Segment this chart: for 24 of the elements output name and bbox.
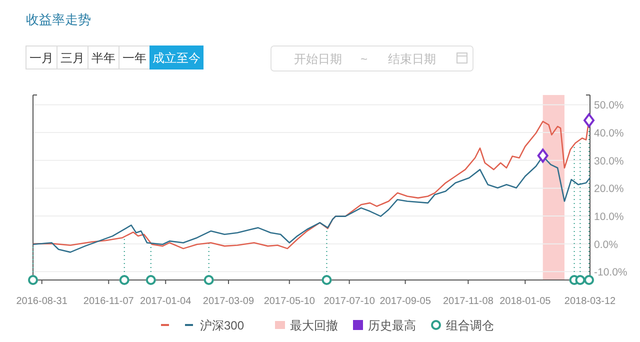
range-buttons: 一月 三月 半年 一年 成立至今	[26, 46, 204, 70]
x-tick-label: 2017-09-05	[380, 296, 432, 307]
x-tick-label: 2016-11-07	[83, 296, 134, 307]
legend-label: 历史最高	[368, 318, 416, 332]
x-tick-label: 2018-01-05	[500, 296, 552, 307]
x-tick-label: 2018-03-12	[564, 296, 616, 307]
y-tick-label: 30.0%	[594, 155, 624, 168]
x-tick-label: 2016-08-31	[16, 296, 68, 307]
x-tick-label: 2017-05-10	[264, 296, 316, 307]
x-tick-label: 2017-01-04	[140, 296, 192, 307]
date-input: 开始日期 ~ 结束日期	[270, 46, 474, 72]
y-tick-label: 10.0%	[594, 211, 624, 224]
y-tick-label: 0.0%	[594, 238, 618, 251]
x-tick-label: 2017-07-10	[324, 296, 376, 307]
y-tick-label: 40.0%	[594, 128, 624, 140]
legend-label: 最大回撤	[290, 318, 338, 332]
y-tick-label: 20.0%	[594, 183, 624, 196]
y-tick-label: 50.0%	[594, 100, 624, 112]
x-tick-label: 2017-03-09	[202, 296, 255, 307]
legend-label: 组合调仓	[446, 318, 494, 332]
y-tick-label: -10.0%	[594, 266, 628, 279]
chart-title: 收益率走势	[26, 12, 91, 27]
legend-label: 沪深300	[200, 318, 244, 332]
x-tick-label: 2017-11-08	[442, 296, 494, 307]
